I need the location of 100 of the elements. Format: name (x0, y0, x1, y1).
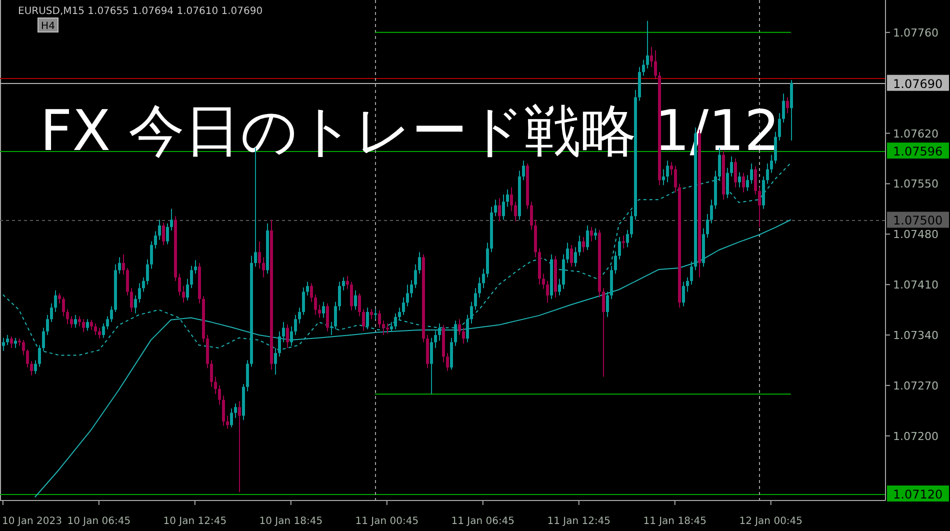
candlestick (42, 327, 45, 352)
candlestick (366, 307, 369, 330)
candlestick (6, 334, 9, 346)
candlestick (358, 292, 361, 317)
candlestick (618, 236, 621, 260)
ref-line-label: 1.07500 (893, 214, 943, 228)
candlestick (162, 222, 165, 246)
candlestick (670, 162, 673, 176)
y-tick-label: 1.07620 (893, 127, 938, 140)
candlestick (454, 320, 457, 346)
candlestick (374, 308, 377, 320)
candlestick (630, 210, 633, 238)
candlestick (726, 167, 729, 199)
candlestick (262, 256, 265, 278)
candlestick (514, 201, 517, 222)
candlestick (622, 235, 625, 250)
candlestick (350, 281, 353, 312)
candlestick (546, 280, 549, 304)
candlestick (282, 322, 285, 343)
candlestick (614, 250, 617, 274)
candlestick (10, 336, 13, 348)
candlestick (766, 163, 769, 184)
candlestick (758, 186, 761, 228)
candlestick (594, 228, 597, 240)
candlestick (786, 96, 789, 114)
candlestick (394, 312, 397, 330)
candlestick (558, 278, 561, 296)
candlestick (286, 324, 289, 348)
candlestick (398, 307, 401, 322)
candlestick (314, 294, 317, 316)
candlestick (190, 265, 193, 289)
candlestick (370, 308, 373, 320)
candlestick (234, 402, 237, 418)
candlestick (778, 112, 781, 141)
candlestick (686, 276, 689, 292)
candlestick (338, 281, 341, 312)
candlestick (226, 415, 229, 430)
candlestick (66, 308, 69, 325)
candlestick (646, 20, 649, 69)
candlestick (118, 256, 121, 274)
candlestick (194, 260, 197, 274)
candlestick (86, 318, 89, 332)
candlestick (74, 314, 77, 328)
candlestick (750, 163, 753, 184)
y-tick-label: 1.07270 (893, 379, 938, 392)
x-tick-label: 10 Jan 06:45 (67, 516, 131, 527)
candlestick (406, 284, 409, 307)
candlestick (522, 160, 525, 181)
candlestick (134, 294, 137, 314)
candlestick (142, 276, 145, 292)
y-tick-label: 1.07410 (893, 278, 938, 292)
candlestick (354, 290, 357, 310)
text: EURUSD,M15 1.07655 1.07694 1.07610 1.07690 (18, 6, 263, 17)
candlestick (494, 199, 497, 217)
candlestick (390, 322, 393, 333)
x-tick-label: 11 Jan 18:45 (643, 516, 707, 527)
candlestick (150, 240, 153, 270)
candlestick (126, 268, 129, 296)
candlestick (446, 352, 449, 372)
y-tick-label: 1.07200 (893, 430, 938, 443)
candlestick (782, 93, 785, 123)
candlestick (510, 186, 513, 212)
candlestick (62, 296, 65, 317)
candlestick (382, 320, 385, 336)
candlestick (774, 131, 777, 164)
candlestick (186, 278, 189, 301)
candlestick (274, 347, 277, 376)
candlestick (378, 310, 381, 328)
candlestick (298, 307, 301, 324)
y-tick-label: 1.07760 (893, 26, 938, 40)
candlestick (170, 208, 173, 232)
candlestick (402, 297, 405, 316)
candlestick (566, 242, 569, 264)
x-tick-label: 11 Jan 12:45 (547, 516, 611, 527)
candlestick (666, 160, 669, 183)
candlestick (746, 174, 749, 192)
candlestick (602, 288, 605, 378)
candlestick (586, 225, 589, 250)
candlestick (306, 281, 309, 296)
candlestick (294, 314, 297, 336)
candlestick (542, 273, 545, 290)
candlestick (78, 316, 81, 327)
candlestick (606, 291, 609, 318)
candlestick (334, 301, 337, 330)
candlestick (738, 172, 741, 188)
x-tick-label: 11 Jan 00:45 (355, 516, 419, 527)
candlestick (146, 258, 149, 286)
candlestick (178, 273, 181, 296)
candlestick (34, 360, 37, 374)
candlestick (730, 156, 733, 178)
candlestick (770, 154, 773, 174)
candlestick (98, 327, 101, 340)
candlestick (482, 268, 485, 289)
x-tick-label: 10 Jan 12:45 (163, 516, 227, 527)
candlestick (106, 316, 109, 330)
ref-line-label: 1.07120 (893, 488, 943, 502)
candlestick (642, 59, 645, 76)
candlestick (58, 292, 61, 304)
candlestick (238, 400, 241, 493)
candlestick (734, 158, 737, 188)
